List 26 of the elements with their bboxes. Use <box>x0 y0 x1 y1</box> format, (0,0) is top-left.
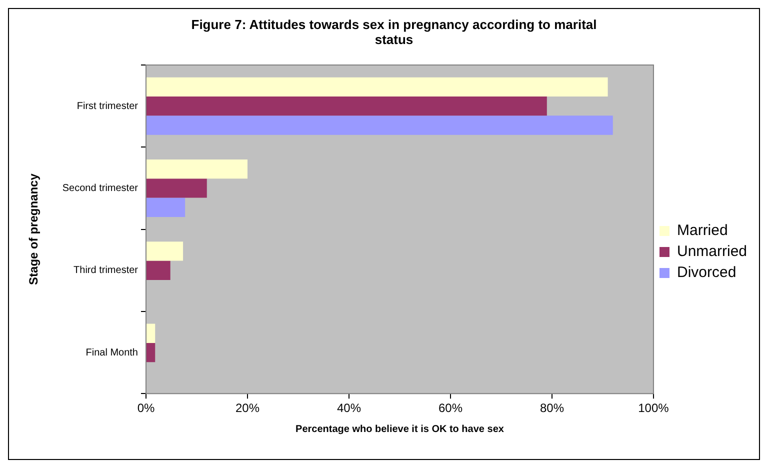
x-tick-label: 100% <box>638 401 670 416</box>
chart-title: Figure 7: Attitudes towards sex in pregnancy according to marital status <box>190 17 598 47</box>
bar <box>146 178 207 198</box>
bar <box>146 198 186 217</box>
y-tick-label: Third trimester <box>74 265 139 276</box>
y-tick-label: First trimester <box>76 100 139 112</box>
bar <box>146 242 184 261</box>
legend-label: Married <box>676 222 728 240</box>
x-axis-title: Percentage who believe it is OK to have sex <box>296 424 504 435</box>
legend-label: Divorced <box>676 264 736 282</box>
bar <box>146 116 613 135</box>
x-tick-label: 60% <box>438 401 463 416</box>
bar <box>146 159 248 179</box>
bar <box>146 260 170 280</box>
x-tick-label: 20% <box>235 401 260 416</box>
bar <box>146 342 156 362</box>
y-tick-label: Second trimester <box>62 182 139 194</box>
x-tick-label: 80% <box>540 401 564 416</box>
bar <box>146 324 156 343</box>
bar <box>146 96 547 116</box>
y-tick-label: Final Month <box>86 347 138 358</box>
y-axis-title: Stage of pregnancy <box>26 173 41 285</box>
x-tick-label: 0% <box>137 401 155 416</box>
bar <box>146 77 608 96</box>
x-tick-label: 40% <box>336 401 362 416</box>
legend-label: Unmarried <box>676 243 748 260</box>
